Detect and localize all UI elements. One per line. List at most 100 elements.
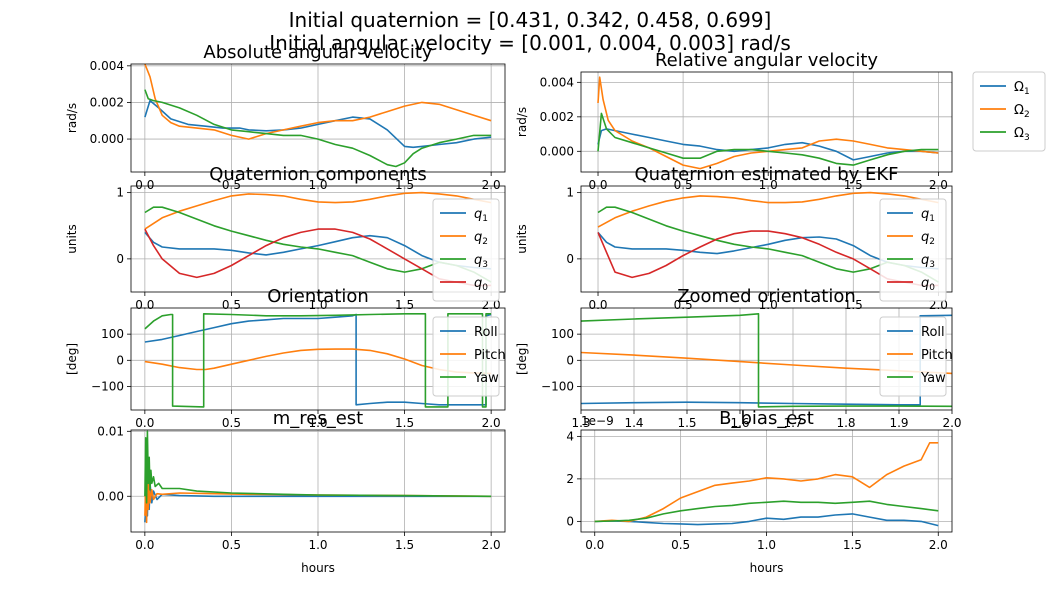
x-tick-label: 0.0 (588, 298, 607, 312)
x-tick-label: 2.0 (482, 178, 501, 192)
legend-frame (432, 198, 500, 302)
chart-title: Zoomed orientation (677, 286, 856, 307)
legend: Roll Pitch Yaw (432, 316, 506, 397)
x-tick-label: 0.0 (135, 538, 154, 552)
legend: q1 q2 q3 q0 (879, 198, 947, 302)
x-tick-label: 1.0 (759, 178, 778, 192)
x-tick-label: 0.0 (135, 178, 154, 192)
figure-title-line-2: Initial angular velocity = [0.001, 0.004… (269, 31, 791, 55)
y-tick-label: 0.002 (540, 110, 574, 124)
series-line-q0 (597, 230, 939, 287)
x-tick-label: 1.0 (757, 538, 776, 552)
chart-orient: 0.0 0.5 1.0 1.5 2.0 −100 0 100 [deg] Orientation R… (65, 286, 506, 430)
x-tick-label: 1.5 (844, 178, 863, 192)
series-line-1 (594, 513, 939, 527)
y-tick-label: 1 (116, 186, 124, 200)
y-tick-label: −100 (541, 379, 574, 393)
x-tick-label: 0.0 (135, 416, 154, 430)
series-line-q3 (144, 206, 492, 283)
x-tick-label: 1.9 (889, 416, 908, 430)
y-tick-label: 0.002 (90, 95, 124, 109)
legend-label: q2 (474, 230, 488, 247)
x-tick-label: 1.4 (624, 416, 643, 430)
series-line-1 (144, 99, 492, 149)
x-tick-label: 1.5 (395, 416, 414, 430)
x-tick-label: 0.0 (588, 178, 607, 192)
y-tick-label: 0 (116, 353, 124, 367)
x-tick-label: 1.5 (843, 538, 862, 552)
x-tick-label: 1.5 (395, 538, 414, 552)
series-line-Pitch (144, 348, 492, 375)
x-tick-label: 0.5 (222, 416, 241, 430)
legend-label: q1 (474, 207, 488, 224)
chart-title: Relative angular velocity (655, 50, 878, 71)
legend: Ω1 Ω2 Ω3 (972, 71, 1046, 152)
y-tick-label: 0 (116, 252, 124, 266)
legend-label: q0 (474, 276, 488, 293)
x-tick-label: 0.5 (674, 298, 693, 312)
chart-title: Orientation (267, 286, 369, 307)
legend-label: q0 (921, 276, 935, 293)
series-line-Roll (144, 313, 492, 406)
series-line-3 (594, 500, 939, 523)
x-tick-label: 1.8 (836, 416, 855, 430)
figure-title-line-1: Initial quaternion = [0.431, 0.342, 0.45… (288, 8, 772, 32)
x-tick-label: 1.0 (308, 298, 327, 312)
x-tick-label: 1.0 (308, 538, 327, 552)
series-line-q3 (597, 206, 939, 283)
chart-zoom_orient: 1.3 1.4 1.5 1.6 1.7 1.8 1.9 2.0 −100 0 100 [deg] Zoo… (515, 286, 962, 430)
legend: Roll Pitch Yaw (879, 316, 953, 397)
x-tick-label: 1.0 (759, 298, 778, 312)
series-line-q2 (144, 191, 492, 230)
chart-title: Quaternion estimated by EKF (634, 164, 898, 185)
y-tick-label: 0.000 (90, 132, 124, 146)
y-tick-label: 2 (566, 472, 574, 486)
y-tick-label: 0.00 (97, 489, 124, 503)
chart-title: Absolute angular velocity (203, 42, 433, 63)
series-line-Ω3 (597, 112, 939, 166)
y-tick-label: 0 (566, 514, 574, 528)
x-tick-label: 1.5 (677, 416, 696, 430)
series-line-2 (144, 64, 492, 140)
x-tick-label: 0.0 (135, 298, 154, 312)
x-tick-label: 0.5 (222, 538, 241, 552)
y-tick-label: 0.004 (90, 59, 124, 73)
y-axis-label: rad/s (515, 107, 529, 137)
y-tick-label: 100 (551, 327, 574, 341)
x-tick-label: 1.0 (308, 416, 327, 430)
x-tick-label: 0.5 (671, 538, 690, 552)
legend-label: Yaw (920, 371, 946, 386)
legend-label: Ω1 (1014, 80, 1030, 97)
x-axis-label: hours (301, 561, 335, 575)
x-tick-label: 1.5 (395, 298, 414, 312)
y-axis-label: rad/s (65, 103, 79, 133)
x-tick-label: 0.0 (585, 538, 604, 552)
x-tick-label: 0.5 (222, 298, 241, 312)
y-tick-label: −100 (91, 379, 124, 393)
x-tick-label: 1.5 (844, 298, 863, 312)
axes-frame (580, 307, 953, 411)
series-line-q1 (597, 231, 939, 270)
chart-b_bias: 0.0 0.5 1.0 1.5 2.0 0 2 4 hours 1e−9 B_bias_est (566, 408, 953, 575)
chart-abs_w: 0.0 0.5 1.0 1.5 2.0 0.000 0.002 0.004 rad/s Absol… (65, 42, 506, 192)
x-tick-label: 0.5 (674, 178, 693, 192)
series-line-Ω2 (597, 76, 939, 170)
x-tick-label: 1.5 (395, 178, 414, 192)
x-axis-label: hours (750, 561, 784, 575)
legend-label: q2 (921, 230, 935, 247)
series-line-3 (144, 430, 492, 504)
legend: q1 q2 q3 q0 (432, 198, 500, 302)
legend-label: Roll (474, 325, 498, 340)
y-tick-label: 4 (566, 429, 574, 443)
y-tick-label: 0 (566, 353, 574, 367)
series-line-q0 (144, 228, 492, 287)
legend-label: q1 (921, 207, 935, 224)
y-tick-label: 0 (566, 252, 574, 266)
legend-label: Roll (921, 325, 945, 340)
y-tick-label: 0.004 (540, 75, 574, 89)
legend-frame (972, 71, 1046, 152)
legend-label: q3 (474, 253, 488, 270)
chart-rel_w: 0.0 0.5 1.0 1.5 2.0 0.000 0.002 0.004 rad/s Relat… (515, 50, 1046, 192)
y-tick-label: 0.000 (540, 144, 574, 158)
axes-frame (580, 71, 953, 173)
